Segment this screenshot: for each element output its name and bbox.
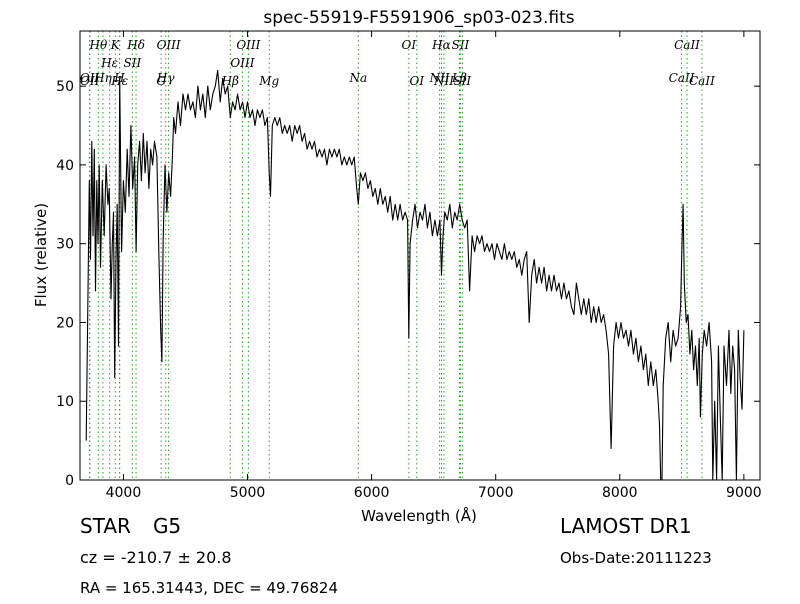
y-axis-label: Flux (relative) <box>32 203 50 307</box>
survey-name: LAMOST DR1 <box>560 514 692 538</box>
line-marker-label: Hδ <box>126 38 145 52</box>
line-marker-label: CaII <box>674 38 700 52</box>
x-tick-label: 5000 <box>230 485 266 501</box>
line-markers: OIIOIIHθHηHεKHHεSIIHδGHγOIIIHβOIIIOIIIMg… <box>80 31 715 480</box>
line-marker-label: Hε <box>100 56 118 70</box>
line-marker-label: SII <box>453 74 471 88</box>
y-tick-label: 40 <box>56 158 74 174</box>
line-marker-label: OIII <box>157 38 181 52</box>
spectral-subclass: G5 <box>152 514 182 538</box>
line-marker-label: SII <box>124 56 142 70</box>
line-marker-label: Hθ <box>89 38 108 52</box>
line-marker-label: OII <box>80 71 100 85</box>
flux-series-line <box>85 69 745 481</box>
line-marker-label: CaII <box>689 74 715 88</box>
line-marker-label: OIII <box>230 56 254 70</box>
x-axis-label: Wavelength (Å) <box>361 506 477 525</box>
coordinates-line: RA = 165.31443, DEC = 49.76824 <box>80 579 339 597</box>
axis-ticks: 4000 5000 6000 7000 8000 9000 0 10 20 30 40 50 <box>56 31 762 501</box>
x-tick-label: 4000 <box>106 485 142 501</box>
line-marker-label: OI <box>409 74 424 88</box>
plot-frame <box>79 30 761 481</box>
y-tick-label: 0 <box>65 473 74 489</box>
redshift-line: cz = -210.7 ± 20.8 <box>80 548 232 567</box>
line-marker-label: Mg <box>258 74 279 88</box>
line-marker-label: SII <box>452 38 470 52</box>
object-class: STAR <box>80 514 131 538</box>
line-marker-label: NII <box>433 74 454 88</box>
x-tick-label: 9000 <box>726 485 762 501</box>
flux-series <box>85 69 745 481</box>
line-marker-label: OII <box>80 74 100 88</box>
classification-line: STAR G5 <box>80 514 181 538</box>
line-marker-label: OI <box>402 38 417 52</box>
observation-date: Obs-Date:20111223 <box>560 549 712 567</box>
line-marker-label: Lβ <box>451 71 467 85</box>
y-tick-label: 50 <box>56 79 74 95</box>
y-tick-label: 20 <box>56 315 74 331</box>
y-tick-label: 10 <box>56 394 74 410</box>
line-marker-label: Hη <box>93 71 112 85</box>
line-marker-label: Hβ <box>221 74 239 88</box>
line-marker-label: OIII <box>236 38 260 52</box>
x-tick-label: 6000 <box>354 485 390 501</box>
line-marker-label: Hα <box>431 38 451 52</box>
x-tick-label: 7000 <box>478 485 514 501</box>
x-tick-label: 8000 <box>602 485 638 501</box>
line-marker-label: G <box>156 74 166 88</box>
y-tick-label: 30 <box>56 237 74 253</box>
line-marker-label: NII <box>429 71 450 85</box>
line-marker-label: CaII <box>669 71 695 85</box>
chart-title: spec-55919-F5591906_sp03-023.fits <box>263 8 574 28</box>
line-marker-label: K <box>110 38 121 52</box>
line-marker-label: H <box>113 71 125 85</box>
line-marker-label: Na <box>349 71 368 85</box>
line-marker-label: Hγ <box>156 71 175 85</box>
